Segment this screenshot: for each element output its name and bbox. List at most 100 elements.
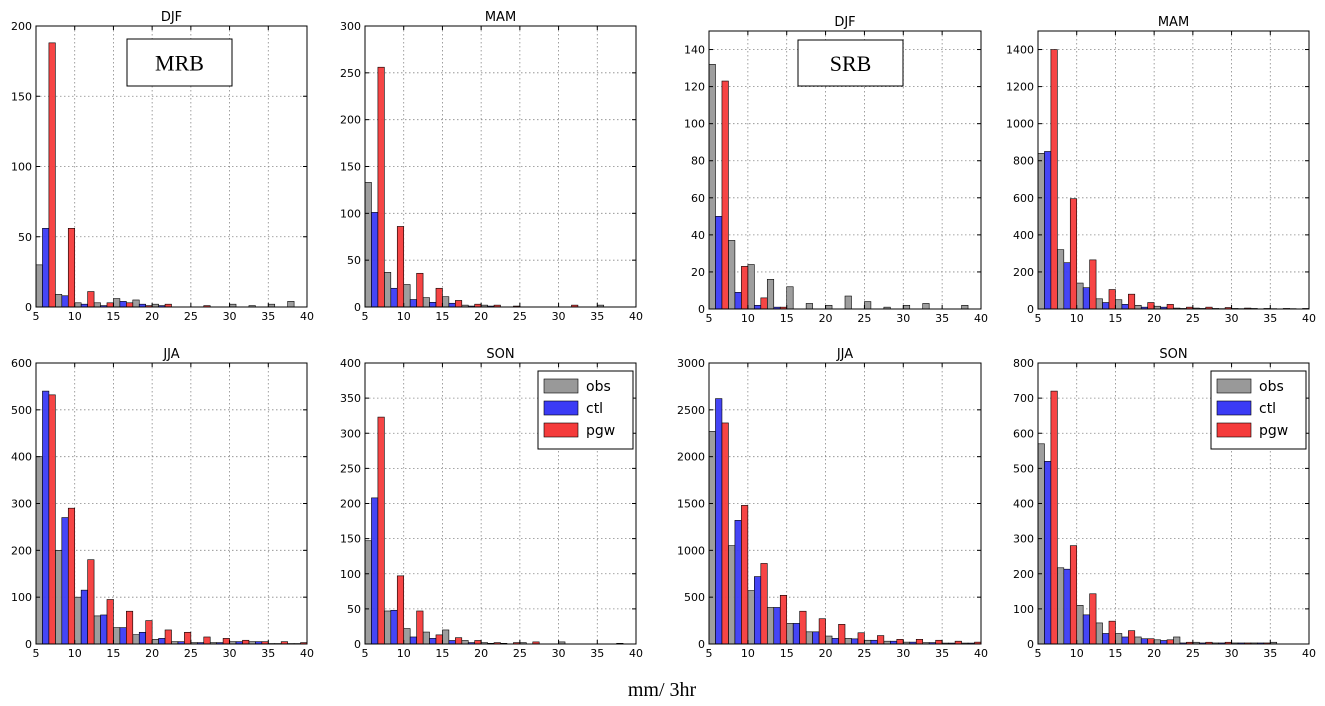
legend-label-obs: obs bbox=[1259, 379, 1284, 395]
bar-obs bbox=[805, 303, 813, 310]
x-tick-label: 40 bbox=[974, 312, 988, 325]
bar-obs bbox=[287, 301, 295, 308]
bar-pgw bbox=[1069, 545, 1078, 645]
bar-ctl bbox=[61, 295, 69, 308]
chart-title: DJF bbox=[834, 15, 855, 30]
y-tick-label: 0 bbox=[354, 638, 361, 651]
bar-obs bbox=[864, 639, 872, 645]
y-tick-label: 300 bbox=[340, 427, 361, 440]
x-tick-label: 15 bbox=[780, 647, 794, 660]
chart-panel-mrb-mam: 5 10 15 20 25 30 35 40 0 50 100 150 200 250 300 MAM bbox=[340, 10, 643, 323]
bar-pgw bbox=[857, 632, 865, 645]
x-tick-label: 30 bbox=[223, 647, 237, 660]
bar-pgw bbox=[1166, 304, 1174, 310]
bar-pgw bbox=[435, 287, 443, 308]
y-tick-label: 100 bbox=[340, 207, 361, 220]
bar-ctl bbox=[138, 631, 146, 645]
bar-pgw bbox=[721, 80, 729, 310]
bar-ctl bbox=[1063, 568, 1071, 645]
y-tick-label: 1000 bbox=[677, 544, 705, 557]
bar-obs bbox=[747, 264, 755, 310]
y-tick-label: 100 bbox=[1013, 603, 1034, 616]
bar-pgw bbox=[455, 300, 463, 308]
bar-pgw bbox=[1128, 630, 1136, 645]
bar-ctl bbox=[429, 638, 437, 645]
x-tick-label: 5 bbox=[33, 310, 40, 323]
chart-title: SON bbox=[1159, 347, 1187, 362]
bar-ctl bbox=[448, 640, 456, 645]
y-tick-label: 800 bbox=[1013, 357, 1034, 370]
region-label-frame bbox=[797, 39, 904, 87]
x-tick-label: 10 bbox=[397, 647, 411, 660]
x-tick-label: 15 bbox=[1108, 647, 1122, 660]
x-tick-label: 5 bbox=[1035, 647, 1042, 660]
bar-ctl bbox=[1082, 614, 1090, 645]
bar-obs bbox=[461, 640, 469, 645]
chart-panel-mrb-son: 5 10 15 20 25 30 35 40050100150200250300350400S… bbox=[340, 347, 643, 660]
bar-ctl bbox=[371, 497, 379, 645]
x-tick-label: 35 bbox=[590, 310, 604, 323]
y-tick-label: 60 bbox=[691, 192, 705, 205]
bar-ctl bbox=[1121, 304, 1129, 310]
bar-pgw bbox=[87, 559, 95, 645]
x-tick-label: 10 bbox=[68, 310, 82, 323]
x-tick-label: 30 bbox=[1225, 312, 1239, 325]
legend-label-ctl: ctl bbox=[586, 401, 603, 417]
bar-obs bbox=[93, 302, 101, 308]
x-tick-label: 40 bbox=[1302, 647, 1316, 660]
bar-obs bbox=[708, 431, 716, 645]
chart-panel-srb-jja: 5 10 15 20 25 30 35 40 0 500 1000 1500 2000 2500 3000 J… bbox=[677, 347, 988, 660]
bar-obs bbox=[442, 296, 450, 308]
y-tick-label: 800 bbox=[1013, 155, 1034, 168]
y-tick-label: 500 bbox=[1013, 462, 1034, 475]
y-tick-label: 500 bbox=[11, 404, 32, 417]
x-tick-label: 15 bbox=[780, 312, 794, 325]
bar-obs bbox=[364, 182, 372, 308]
bar-obs bbox=[805, 631, 813, 645]
x-tick-label: 25 bbox=[513, 647, 527, 660]
y-tick-label: 300 bbox=[1013, 533, 1034, 546]
bar-ctl bbox=[158, 638, 166, 645]
bar-pgw bbox=[48, 394, 56, 645]
bar-pgw bbox=[106, 302, 114, 308]
bar-pgw bbox=[935, 639, 943, 645]
x-tick-label: 35 bbox=[935, 312, 949, 325]
y-tick-label: 3000 bbox=[677, 357, 705, 370]
bar-ctl bbox=[119, 301, 127, 308]
y-tick-label: 100 bbox=[11, 591, 32, 604]
x-tick-label: 40 bbox=[300, 310, 314, 323]
bar-obs bbox=[132, 634, 140, 645]
bar-pgw bbox=[145, 620, 153, 645]
x-tick-label: 25 bbox=[1186, 312, 1200, 325]
bar-ctl bbox=[1102, 633, 1110, 645]
y-tick-label: 100 bbox=[684, 118, 705, 131]
legend-swatch-pgw bbox=[543, 422, 579, 438]
bar-obs bbox=[1173, 636, 1181, 645]
legend: obs ctl pgw bbox=[537, 370, 634, 450]
y-tick-label: 100 bbox=[11, 161, 32, 174]
bar-obs bbox=[422, 631, 430, 645]
bar-obs bbox=[902, 304, 911, 310]
y-tick-label: 0 bbox=[354, 301, 361, 314]
x-tick-label: 15 bbox=[1108, 312, 1122, 325]
x-tick-label: 35 bbox=[1263, 647, 1277, 660]
x-tick-label: 20 bbox=[145, 647, 159, 660]
bar-obs bbox=[132, 299, 140, 308]
x-tick-label: 5 bbox=[362, 310, 369, 323]
bar-obs bbox=[384, 272, 392, 308]
bar-pgw bbox=[741, 505, 749, 645]
bar-ctl bbox=[119, 627, 127, 645]
bar-ctl bbox=[851, 638, 859, 645]
bar-ctl bbox=[870, 639, 878, 645]
bar-obs bbox=[403, 284, 411, 308]
x-tick-label: 35 bbox=[935, 647, 949, 660]
y-tick-label: 0 bbox=[1027, 638, 1034, 651]
bar-obs bbox=[747, 590, 755, 645]
bar-ctl bbox=[754, 576, 762, 645]
bar-pgw bbox=[799, 610, 807, 645]
x-tick-label: 10 bbox=[1070, 312, 1084, 325]
bar-pgw bbox=[416, 610, 424, 645]
x-tick-label: 40 bbox=[300, 647, 314, 660]
y-tick-label: 50 bbox=[347, 603, 361, 616]
y-tick-label: 200 bbox=[11, 20, 32, 33]
